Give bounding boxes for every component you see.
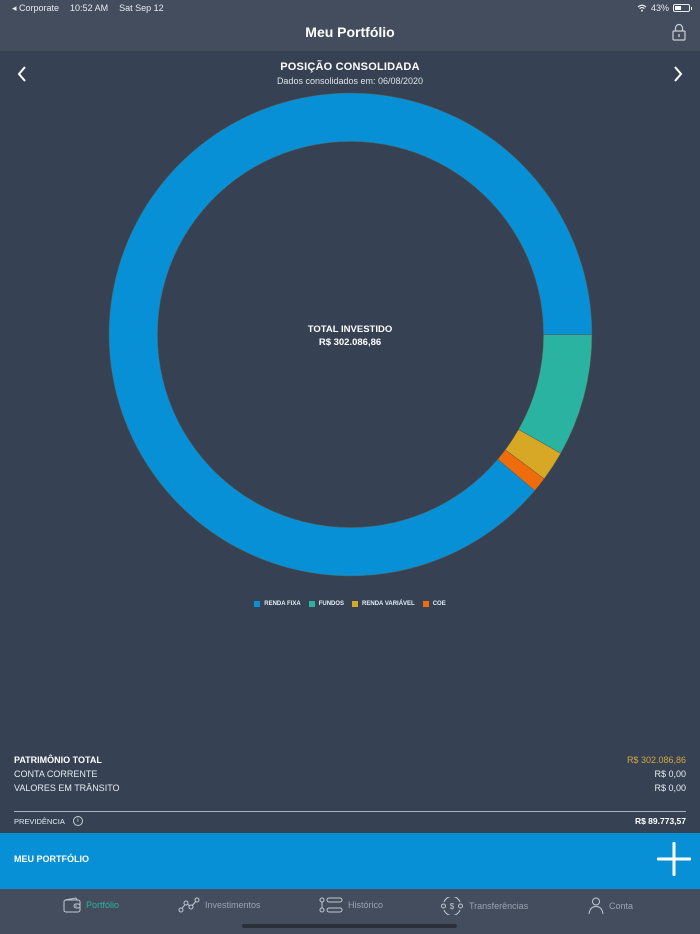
my-portfolio-bar[interactable]: MEU PORTFÓLIO bbox=[0, 833, 700, 889]
nav-bar: Meu Portfólio bbox=[0, 17, 700, 51]
tab-bar: Portfólio Investimentos Histórico $ Tran… bbox=[0, 889, 700, 934]
tab-label: Portfólio bbox=[86, 900, 120, 910]
svg-text:$: $ bbox=[450, 902, 455, 911]
summary-row-checking: CONTA CORRENTE R$ 0,00 bbox=[14, 769, 686, 779]
chart-title: POSIÇÃO CONSOLIDADA bbox=[280, 61, 420, 73]
divider bbox=[14, 811, 686, 812]
pension-label: PREVIDÊNCIA bbox=[14, 816, 65, 826]
chart-line-icon bbox=[178, 897, 200, 913]
total-invested-label: TOTAL INVESTIDO bbox=[307, 324, 393, 335]
info-icon[interactable]: i bbox=[72, 816, 83, 826]
legend-swatch bbox=[352, 601, 359, 607]
lock-button[interactable] bbox=[672, 23, 686, 46]
tab-investments[interactable]: Investimentos bbox=[178, 897, 261, 913]
plus-icon bbox=[657, 842, 691, 876]
total-value: R$ 302.086,86 bbox=[626, 755, 686, 765]
chevron-left-icon bbox=[17, 66, 26, 82]
chevron-right-icon bbox=[674, 66, 683, 82]
summary-row-in-transit: VALORES EM TRÂNSITO R$ 0,00 bbox=[14, 783, 686, 793]
donut-chart bbox=[108, 92, 593, 577]
battery-percent: 43% bbox=[650, 3, 669, 13]
user-icon bbox=[588, 897, 604, 914]
tab-label: Transferências bbox=[469, 901, 529, 911]
back-to-app[interactable]: ◂ Corporate bbox=[12, 3, 60, 13]
tab-history[interactable]: Histórico bbox=[319, 897, 383, 913]
legend-item-fundos: FUNDOS bbox=[308, 601, 344, 607]
total-label: PATRIMÔNIO TOTAL bbox=[14, 755, 102, 765]
pension-value: R$ 89.773,57 bbox=[634, 816, 686, 826]
lock-icon bbox=[672, 23, 686, 41]
total-invested-value: R$ 302.086,86 bbox=[318, 337, 382, 348]
next-button[interactable] bbox=[673, 66, 683, 87]
status-time: 10:52 AM bbox=[70, 3, 109, 13]
legend-item-renda-fixa: RENDA FIXA bbox=[254, 601, 301, 607]
page-title: Meu Portfólio bbox=[305, 24, 395, 40]
legend-swatch bbox=[308, 601, 315, 607]
wifi-icon bbox=[637, 4, 647, 12]
chart-header: POSIÇÃO CONSOLIDADA Dados consolidados e… bbox=[0, 61, 700, 86]
tab-account[interactable]: Conta bbox=[588, 897, 633, 914]
pension-row: PREVIDÊNCIA i R$ 89.773,57 bbox=[14, 814, 686, 828]
home-indicator bbox=[242, 924, 457, 928]
transfer-icon: $ bbox=[441, 897, 463, 915]
wallet-icon bbox=[63, 897, 81, 913]
legend-swatch bbox=[254, 601, 261, 607]
list-icon bbox=[319, 897, 343, 913]
previous-button[interactable] bbox=[17, 66, 27, 87]
status-date: Sat Sep 12 bbox=[119, 3, 164, 13]
donut-segment-renda-fixa[interactable] bbox=[108, 92, 593, 577]
chart-legend: RENDA FIXA FUNDOS RENDA VARIÁVEL COE bbox=[0, 601, 700, 607]
tab-label: Conta bbox=[609, 900, 634, 911]
my-portfolio-label: MEU PORTFÓLIO bbox=[14, 854, 89, 864]
consolidation-date: Dados consolidados em: 06/08/2020 bbox=[276, 76, 424, 86]
donut-center: TOTAL INVESTIDO R$ 302.086,86 bbox=[250, 323, 450, 349]
summary-row-total: PATRIMÔNIO TOTAL R$ 302.086,86 bbox=[14, 753, 686, 767]
legend-swatch bbox=[422, 601, 429, 607]
battery-icon bbox=[673, 4, 692, 12]
status-bar: ◂ Corporate 10:52 AM Sat Sep 12 43% bbox=[0, 0, 700, 17]
tab-portfolio[interactable]: Portfólio bbox=[63, 897, 119, 913]
patrimony-summary: PATRIMÔNIO TOTAL R$ 302.086,86 CONTA COR… bbox=[14, 753, 686, 795]
legend-item-coe: COE bbox=[422, 601, 446, 607]
tab-transfers[interactable]: $ Transferências bbox=[440, 897, 528, 915]
tab-label: Investimentos bbox=[205, 900, 261, 910]
tab-label: Histórico bbox=[348, 900, 384, 910]
legend-item-renda-variavel: RENDA VARIÁVEL bbox=[352, 601, 415, 607]
add-button[interactable] bbox=[656, 841, 692, 882]
